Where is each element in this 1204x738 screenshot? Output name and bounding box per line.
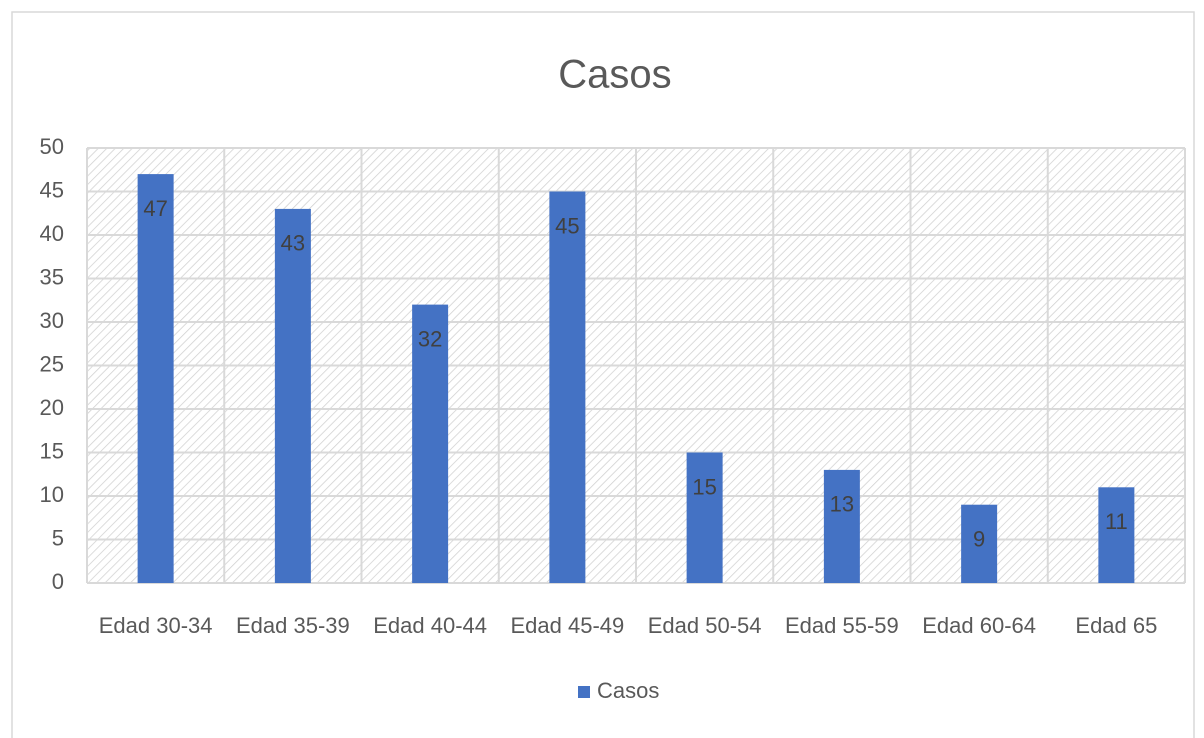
data-label: 15 [692,474,716,499]
x-tick-label: Edad 45-49 [510,613,624,638]
bar [686,452,723,583]
legend-label: Casos [597,678,659,703]
data-label: 47 [143,196,167,221]
data-label: 11 [1105,509,1128,534]
y-tick-label: 50 [40,134,64,159]
x-tick-label: Edad 30-34 [99,613,213,638]
x-tick-label: Edad 50-54 [648,613,762,638]
y-tick-label: 40 [40,221,64,246]
y-tick-label: 0 [52,569,64,594]
bar [823,469,860,583]
data-label: 45 [555,213,579,238]
data-label: 32 [418,326,442,351]
y-tick-label: 35 [40,264,64,289]
bar [961,504,998,583]
bar [1098,487,1135,583]
bar [412,304,449,583]
x-tick-label: Edad 60-64 [922,613,1036,638]
data-label: 9 [973,527,985,552]
y-tick-label: 10 [40,482,64,507]
legend-swatch [578,686,590,698]
y-tick-label: 25 [40,351,64,376]
x-tick-label: Edad 55-59 [785,613,899,638]
y-tick-label: 30 [40,308,64,333]
bar [137,174,174,583]
y-tick-label: 5 [52,525,64,550]
data-label: 43 [281,231,305,256]
data-label: 13 [830,492,854,517]
y-tick-label: 15 [40,438,64,463]
bar [549,191,586,583]
x-tick-label: Edad 40-44 [373,613,487,638]
y-tick-label: 45 [40,177,64,202]
y-tick-label: 20 [40,395,64,420]
x-tick-label: Edad 65 [1075,613,1157,638]
chart-title: Casos [558,53,671,97]
bar [274,208,311,583]
x-tick-label: Edad 35-39 [236,613,350,638]
